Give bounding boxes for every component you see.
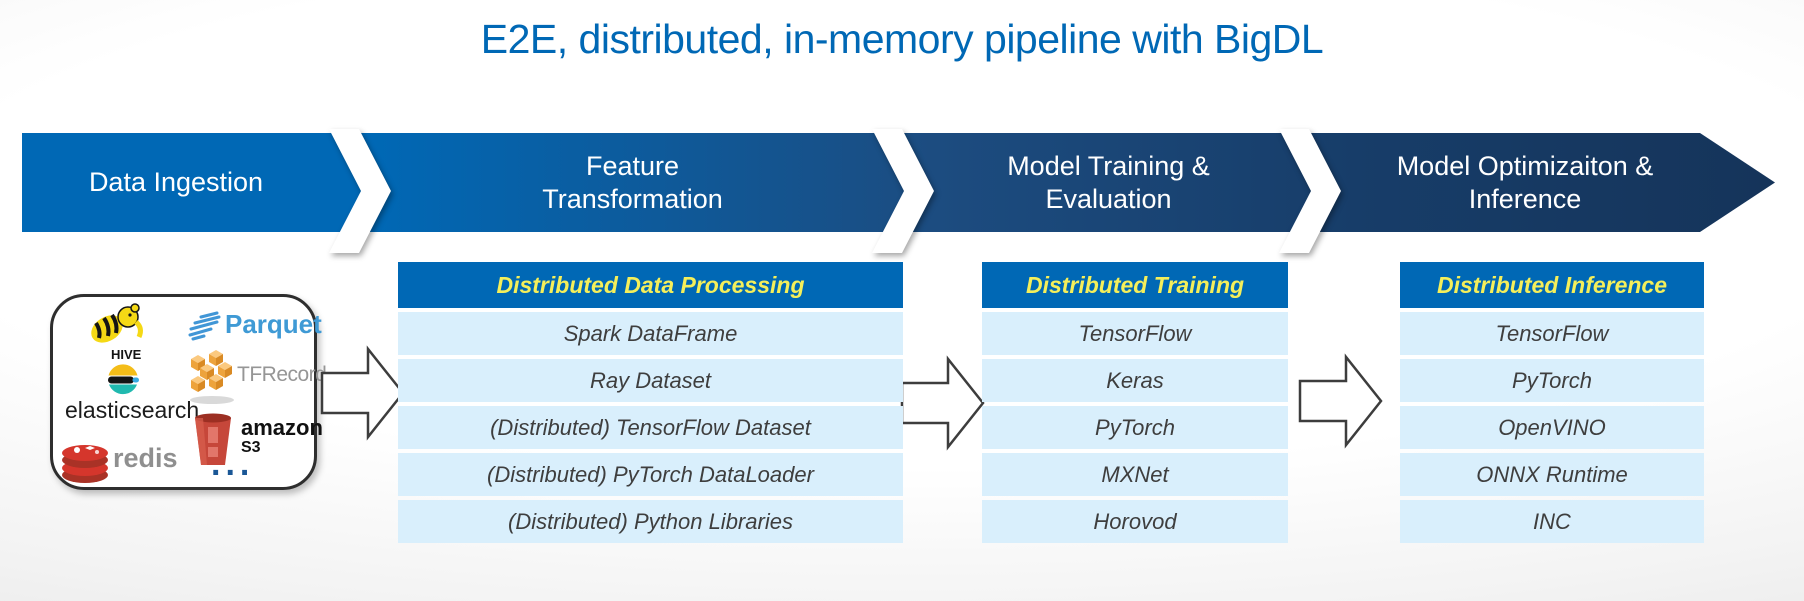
list-item: (Distributed) TensorFlow Dataset	[398, 406, 903, 449]
redis-logo-icon	[62, 445, 108, 483]
flow-arrow-icon	[900, 355, 985, 451]
chevron-separator-icon	[1279, 129, 1341, 253]
hive-logo-icon: HIVE	[91, 303, 143, 362]
elasticsearch-label: elasticsearch	[65, 397, 200, 423]
list-item: Spark DataFrame	[398, 312, 903, 355]
list-item: TensorFlow	[982, 312, 1288, 355]
parquet-logo-icon	[188, 311, 221, 341]
column-distributed-inference: Distributed Inference TensorFlow PyTorch…	[1400, 262, 1704, 543]
chevron-separator-icon	[329, 129, 391, 253]
parquet-label: Parquet	[225, 309, 322, 339]
list-item: PyTorch	[1400, 359, 1704, 402]
column-header: Distributed Inference	[1400, 262, 1704, 308]
list-item: TensorFlow	[1400, 312, 1704, 355]
list-item: INC	[1400, 500, 1704, 543]
tfrecord-label: TFRecord	[237, 363, 327, 386]
more-sources-dots: ...	[211, 445, 255, 483]
list-item: Horovod	[982, 500, 1288, 543]
amazon-label: amazon	[241, 415, 323, 440]
column-header: Distributed Data Processing	[398, 262, 903, 308]
list-item: (Distributed) PyTorch DataLoader	[398, 453, 903, 496]
hive-label: HIVE	[111, 347, 142, 362]
list-item: (Distributed) Python Libraries	[398, 500, 903, 543]
flow-arrow-icon	[320, 345, 405, 441]
list-item: OpenVINO	[1400, 406, 1704, 449]
chevron-separator-icon	[872, 129, 934, 253]
stage-model-training-evaluation: Model Training & Evaluation	[1007, 150, 1210, 214]
tfrecord-logo-icon	[190, 350, 234, 404]
list-item: ONNX Runtime	[1400, 453, 1704, 496]
amazon-s3-logo-icon	[195, 413, 231, 465]
stage-feature-transformation: Feature Transformation	[542, 150, 723, 214]
stage-model-optimization-inference: Model Optimizaiton & Inference	[1396, 150, 1654, 214]
elasticsearch-logo-icon	[108, 364, 139, 395]
list-item: Keras	[982, 359, 1288, 402]
column-distributed-data-processing: Distributed Data Processing Spark DataFr…	[398, 262, 903, 543]
flow-arrow-icon	[1298, 353, 1383, 449]
page-title: E2E, distributed, in-memory pipeline wit…	[480, 16, 1324, 62]
list-item: Ray Dataset	[398, 359, 903, 402]
list-item: PyTorch	[982, 406, 1288, 449]
stage-data-ingestion: Data Ingestion	[88, 167, 264, 198]
column-distributed-training: Distributed Training TensorFlow Keras Py…	[982, 262, 1288, 543]
data-sources-box: HIVE Parquet	[50, 294, 327, 490]
amazon-s3-sublabel: S3	[241, 439, 261, 456]
list-item: MXNet	[982, 453, 1288, 496]
column-header: Distributed Training	[982, 262, 1288, 308]
redis-label: redis	[113, 443, 178, 473]
